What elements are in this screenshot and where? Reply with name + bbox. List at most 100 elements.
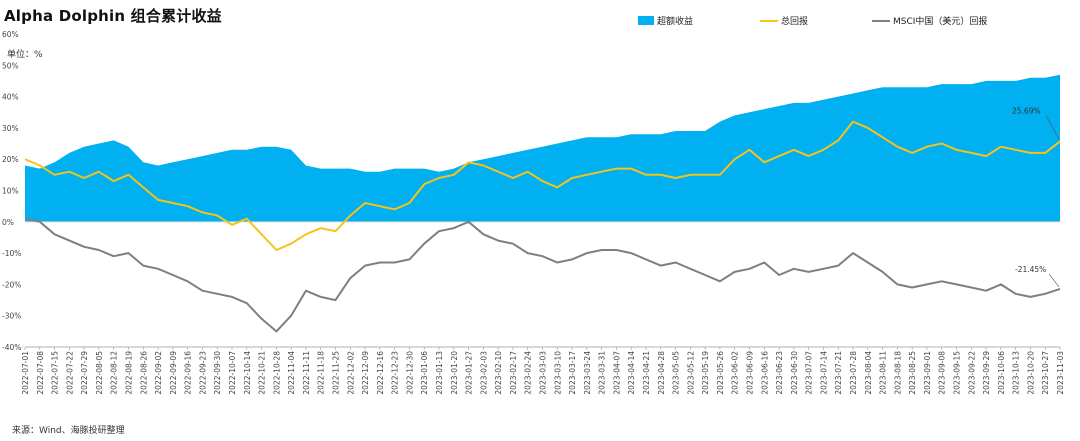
x-tick-label: 2023-03-24 (583, 351, 592, 395)
legend-swatch-msci (872, 19, 890, 22)
x-tick-label: 2022-12-23 (391, 351, 400, 395)
x-tick-label: 2023-04-07 (612, 351, 621, 395)
y-tick-label: 20% (2, 155, 19, 164)
chart-title: Alpha Dolphin 组合累计收益 (4, 7, 222, 25)
x-tick-label: 2023-07-28 (849, 351, 858, 395)
x-tick-label: 2023-11-03 (1056, 351, 1065, 395)
legend-item-total-return: 总回报 (760, 14, 808, 27)
data-label: -21.45% (1015, 265, 1046, 274)
x-tick-label: 2023-08-25 (908, 351, 917, 395)
x-tick-label: 2023-05-12 (686, 351, 695, 395)
x-tick-label: 2022-09-23 (198, 351, 207, 395)
data-label: 25.69% (1012, 106, 1041, 115)
x-tick-label: 2022-11-11 (302, 351, 311, 395)
legend-label-excess: 超额收益 (657, 17, 694, 27)
x-tick-label: 2023-08-18 (893, 351, 902, 395)
unit-label: 单位：% (7, 50, 43, 60)
x-tick-label: 2023-06-23 (775, 351, 784, 395)
x-tick-label: 2023-01-27 (465, 351, 474, 395)
legend-item-excess: 超额收益 (638, 14, 693, 27)
x-tick-label: 2023-02-17 (509, 351, 518, 395)
x-tick-label: 2023-02-03 (479, 351, 488, 395)
x-tick-label: 2022-12-16 (376, 351, 385, 395)
x-tick-label: 2022-12-09 (361, 351, 370, 395)
x-tick-label: 2023-10-27 (1041, 351, 1050, 395)
x-tick-label: 2022-11-04 (287, 351, 296, 395)
legend-item-msci: MSCI中国（美元）回报 (872, 14, 987, 27)
x-tick-label: 2022-07-08 (36, 351, 45, 395)
x-tick-label: 2023-05-05 (672, 351, 681, 395)
x-tick-label: 2023-03-31 (598, 351, 607, 395)
x-tick-label: 2022-10-28 (272, 351, 281, 395)
x-tick-label: 2023-02-10 (494, 351, 503, 395)
x-tick-label: 2022-10-14 (243, 351, 252, 395)
x-tick-label: 2023-05-19 (701, 351, 710, 395)
x-tick-label: 2022-08-26 (139, 351, 148, 395)
x-tick-label: 2023-07-21 (834, 351, 843, 395)
data-label-leader (1048, 273, 1060, 288)
x-tick-label: 2022-12-02 (346, 351, 355, 395)
x-tick-label: 2022-10-21 (258, 351, 267, 395)
x-tick-label: 2023-01-06 (420, 351, 429, 395)
x-tick-label: 2023-09-08 (938, 351, 947, 395)
x-tick-label: 2023-04-28 (657, 351, 666, 395)
x-tick-label: 2023-09-29 (982, 351, 991, 395)
x-tick-label: 2023-04-14 (627, 351, 636, 395)
x-tick-label: 2023-03-10 (553, 351, 562, 395)
x-tick-label: 2023-10-06 (997, 351, 1006, 395)
x-tick-label: 2023-03-03 (539, 351, 548, 395)
x-tick-label: 2022-07-01 (21, 351, 30, 395)
x-tick-label: 2023-09-22 (967, 351, 976, 395)
x-tick-label: 2023-10-20 (1026, 351, 1035, 395)
x-tick-label: 2023-09-15 (953, 351, 962, 395)
x-tick-label: 2022-07-29 (80, 351, 89, 395)
y-tick-label: -40% (2, 343, 21, 352)
x-tick-label: 2022-08-05 (95, 351, 104, 395)
x-tick-label: 2022-08-19 (125, 351, 134, 395)
y-tick-label: 30% (2, 124, 19, 133)
x-tick-label: 2022-12-30 (405, 351, 414, 395)
x-tick-label: 2022-11-25 (332, 351, 341, 395)
x-tick-label: 2023-04-21 (642, 351, 651, 395)
y-tick-label: 60% (2, 30, 19, 39)
x-tick-label: 2023-06-30 (790, 351, 799, 395)
y-tick-label: 10% (2, 187, 19, 196)
x-tick-label: 2022-09-09 (169, 351, 178, 395)
y-tick-label: -30% (2, 312, 21, 321)
series-line-msci (24, 217, 1061, 333)
series-area-excess (25, 74, 1060, 222)
x-tick-label: 2023-08-11 (879, 351, 888, 395)
x-tick-label: 2022-09-30 (213, 351, 222, 395)
x-tick-label: 2023-06-09 (746, 351, 755, 395)
x-tick-label: 2022-07-22 (65, 351, 74, 395)
legend-swatch-excess (638, 16, 654, 25)
y-tick-label: -10% (2, 249, 21, 258)
legend-swatch-total-return (760, 19, 778, 22)
x-tick-label: 2023-07-07 (805, 351, 814, 395)
x-tick-label: 2023-01-20 (450, 351, 459, 395)
x-tick-label: 2023-02-24 (524, 351, 533, 395)
series-line-total-return (24, 120, 1061, 251)
source-note: 来源：Wind、海豚投研整理 (12, 426, 125, 436)
x-tick-label: 2023-09-01 (923, 351, 932, 395)
x-tick-label: 2023-05-26 (716, 351, 725, 395)
x-tick-label: 2023-08-04 (864, 351, 873, 395)
y-tick-label: -20% (2, 280, 21, 289)
legend-label-total-return: 总回报 (781, 17, 809, 27)
x-tick-label: 2022-11-18 (317, 351, 326, 395)
y-tick-label: 0% (2, 218, 14, 227)
x-tick-label: 2023-01-13 (435, 351, 444, 395)
x-tick-label: 2022-09-02 (154, 351, 163, 395)
data-label-leader (1045, 115, 1060, 140)
x-tick-label: 2022-07-15 (51, 351, 60, 395)
y-tick-label: 50% (2, 61, 19, 70)
x-tick-label: 2023-03-17 (568, 351, 577, 395)
x-tick-label: 2022-08-12 (110, 351, 119, 395)
y-tick-label: 40% (2, 93, 19, 102)
x-tick-label: 2023-07-14 (819, 351, 828, 395)
x-tick-label: 2023-06-02 (731, 351, 740, 395)
x-tick-label: 2023-10-13 (1012, 351, 1021, 395)
x-tick-label: 2022-10-07 (228, 351, 237, 395)
legend-label-msci: MSCI中国（美元）回报 (893, 17, 988, 27)
